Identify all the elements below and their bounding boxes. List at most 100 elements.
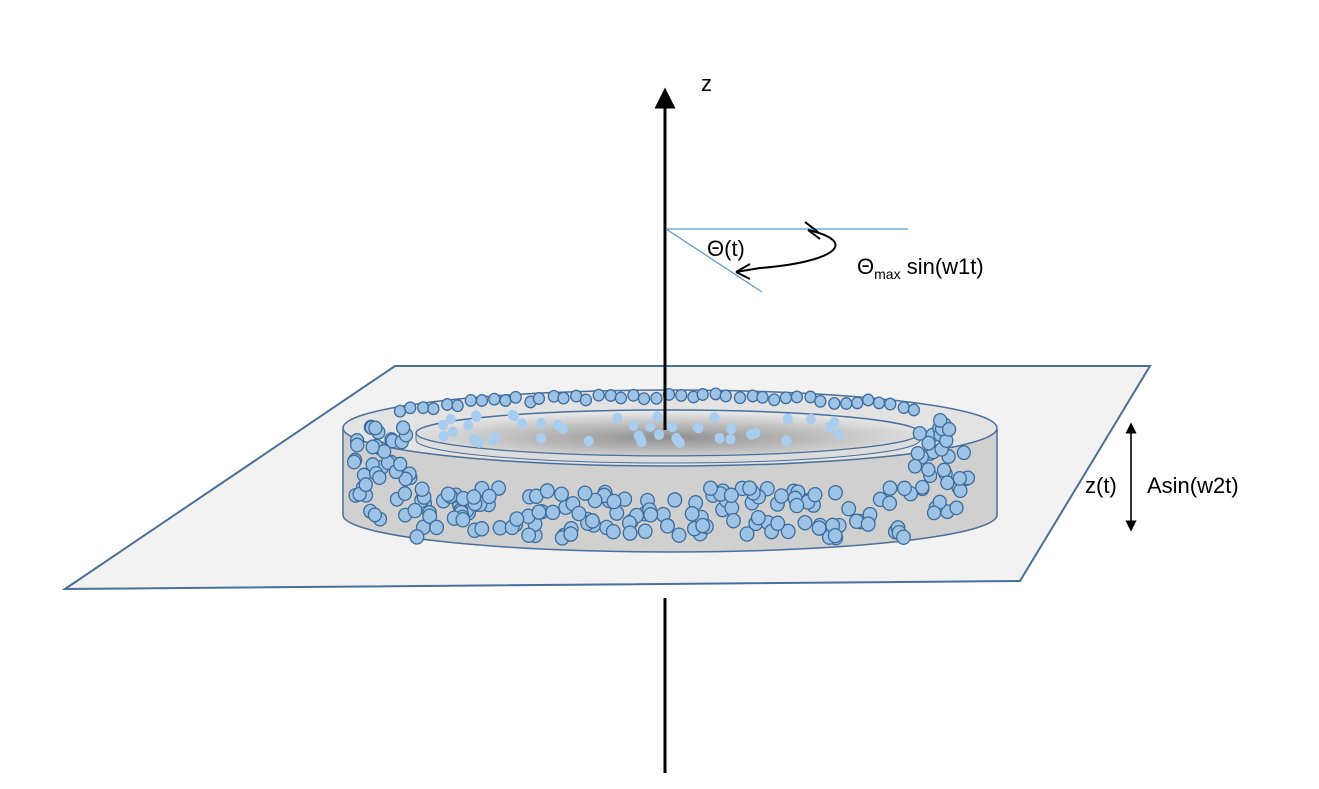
particle [851,396,864,410]
z-oscillation-formula: Asin(w2t) [1147,473,1239,498]
particle [882,495,898,511]
particle [941,421,957,437]
particle [882,480,898,496]
particle [532,392,546,405]
particle [521,527,537,543]
particle [536,433,547,444]
particle [584,513,600,529]
particle [703,480,718,496]
particle [398,471,413,487]
particle [455,512,471,528]
particle [667,492,683,508]
particle [915,479,930,495]
particle [466,489,482,505]
particle [393,456,408,472]
particle [422,508,438,524]
particle [781,435,792,446]
particle [833,428,844,440]
particle [862,393,875,407]
particle [709,387,722,401]
particle [509,511,525,527]
particle [940,475,955,491]
theta-max-formula: Θmax sin(w1t) [857,254,984,282]
particle [393,404,407,418]
particle [563,526,579,542]
particle [587,492,603,509]
particle [797,514,813,531]
particle [733,391,747,405]
particle [897,480,912,497]
particle [612,412,623,424]
particle [790,390,804,404]
particle [583,435,594,447]
particle [536,418,547,429]
particle [438,430,449,442]
particle [756,390,769,404]
particle [404,401,417,415]
particle [773,488,789,504]
particle [571,505,587,522]
particle [451,399,464,413]
particle [481,488,497,505]
particle [667,421,678,433]
particle [675,388,688,402]
particle [910,445,925,461]
particle [367,507,383,523]
particle [417,401,430,415]
particle [695,517,711,534]
particle [637,523,653,540]
particle [650,391,663,405]
particle [614,391,628,405]
particle [637,392,651,406]
particle [606,493,622,510]
particle [552,419,563,431]
particle [545,504,561,521]
particle [350,437,365,453]
particle [414,481,430,497]
theta-label: Θ(t) [707,236,745,261]
particle [750,509,766,526]
particle [604,389,617,402]
particle [440,486,456,502]
particle [949,500,964,516]
particle [654,429,664,441]
particle [912,425,927,441]
particle [726,512,741,529]
particle [719,389,732,403]
particle [346,454,362,470]
particle [674,437,685,449]
particle [577,485,593,501]
particle [770,515,786,532]
particle [739,526,755,542]
particle [896,529,911,545]
particle [884,397,897,411]
particle [579,393,593,407]
particle [409,529,425,545]
z-t-label: z(t) [1085,473,1117,498]
particle [953,483,968,499]
particle [671,527,687,543]
particle [509,390,522,404]
particle [427,402,440,416]
particle [768,393,781,407]
particle [652,411,663,422]
particle [605,523,621,540]
particle [693,422,704,434]
particle [469,434,479,446]
particle [557,391,570,405]
particle [807,486,823,503]
particle [860,516,876,532]
particle [841,500,857,517]
particle [643,507,659,523]
particle [828,484,843,501]
particle [372,470,387,486]
particle [956,445,972,461]
particle [827,527,843,544]
particle [397,486,413,502]
theta-symbol: Θ [857,254,874,279]
particle [726,423,737,435]
particle [474,521,490,537]
particle [723,487,739,504]
particle [507,409,518,421]
